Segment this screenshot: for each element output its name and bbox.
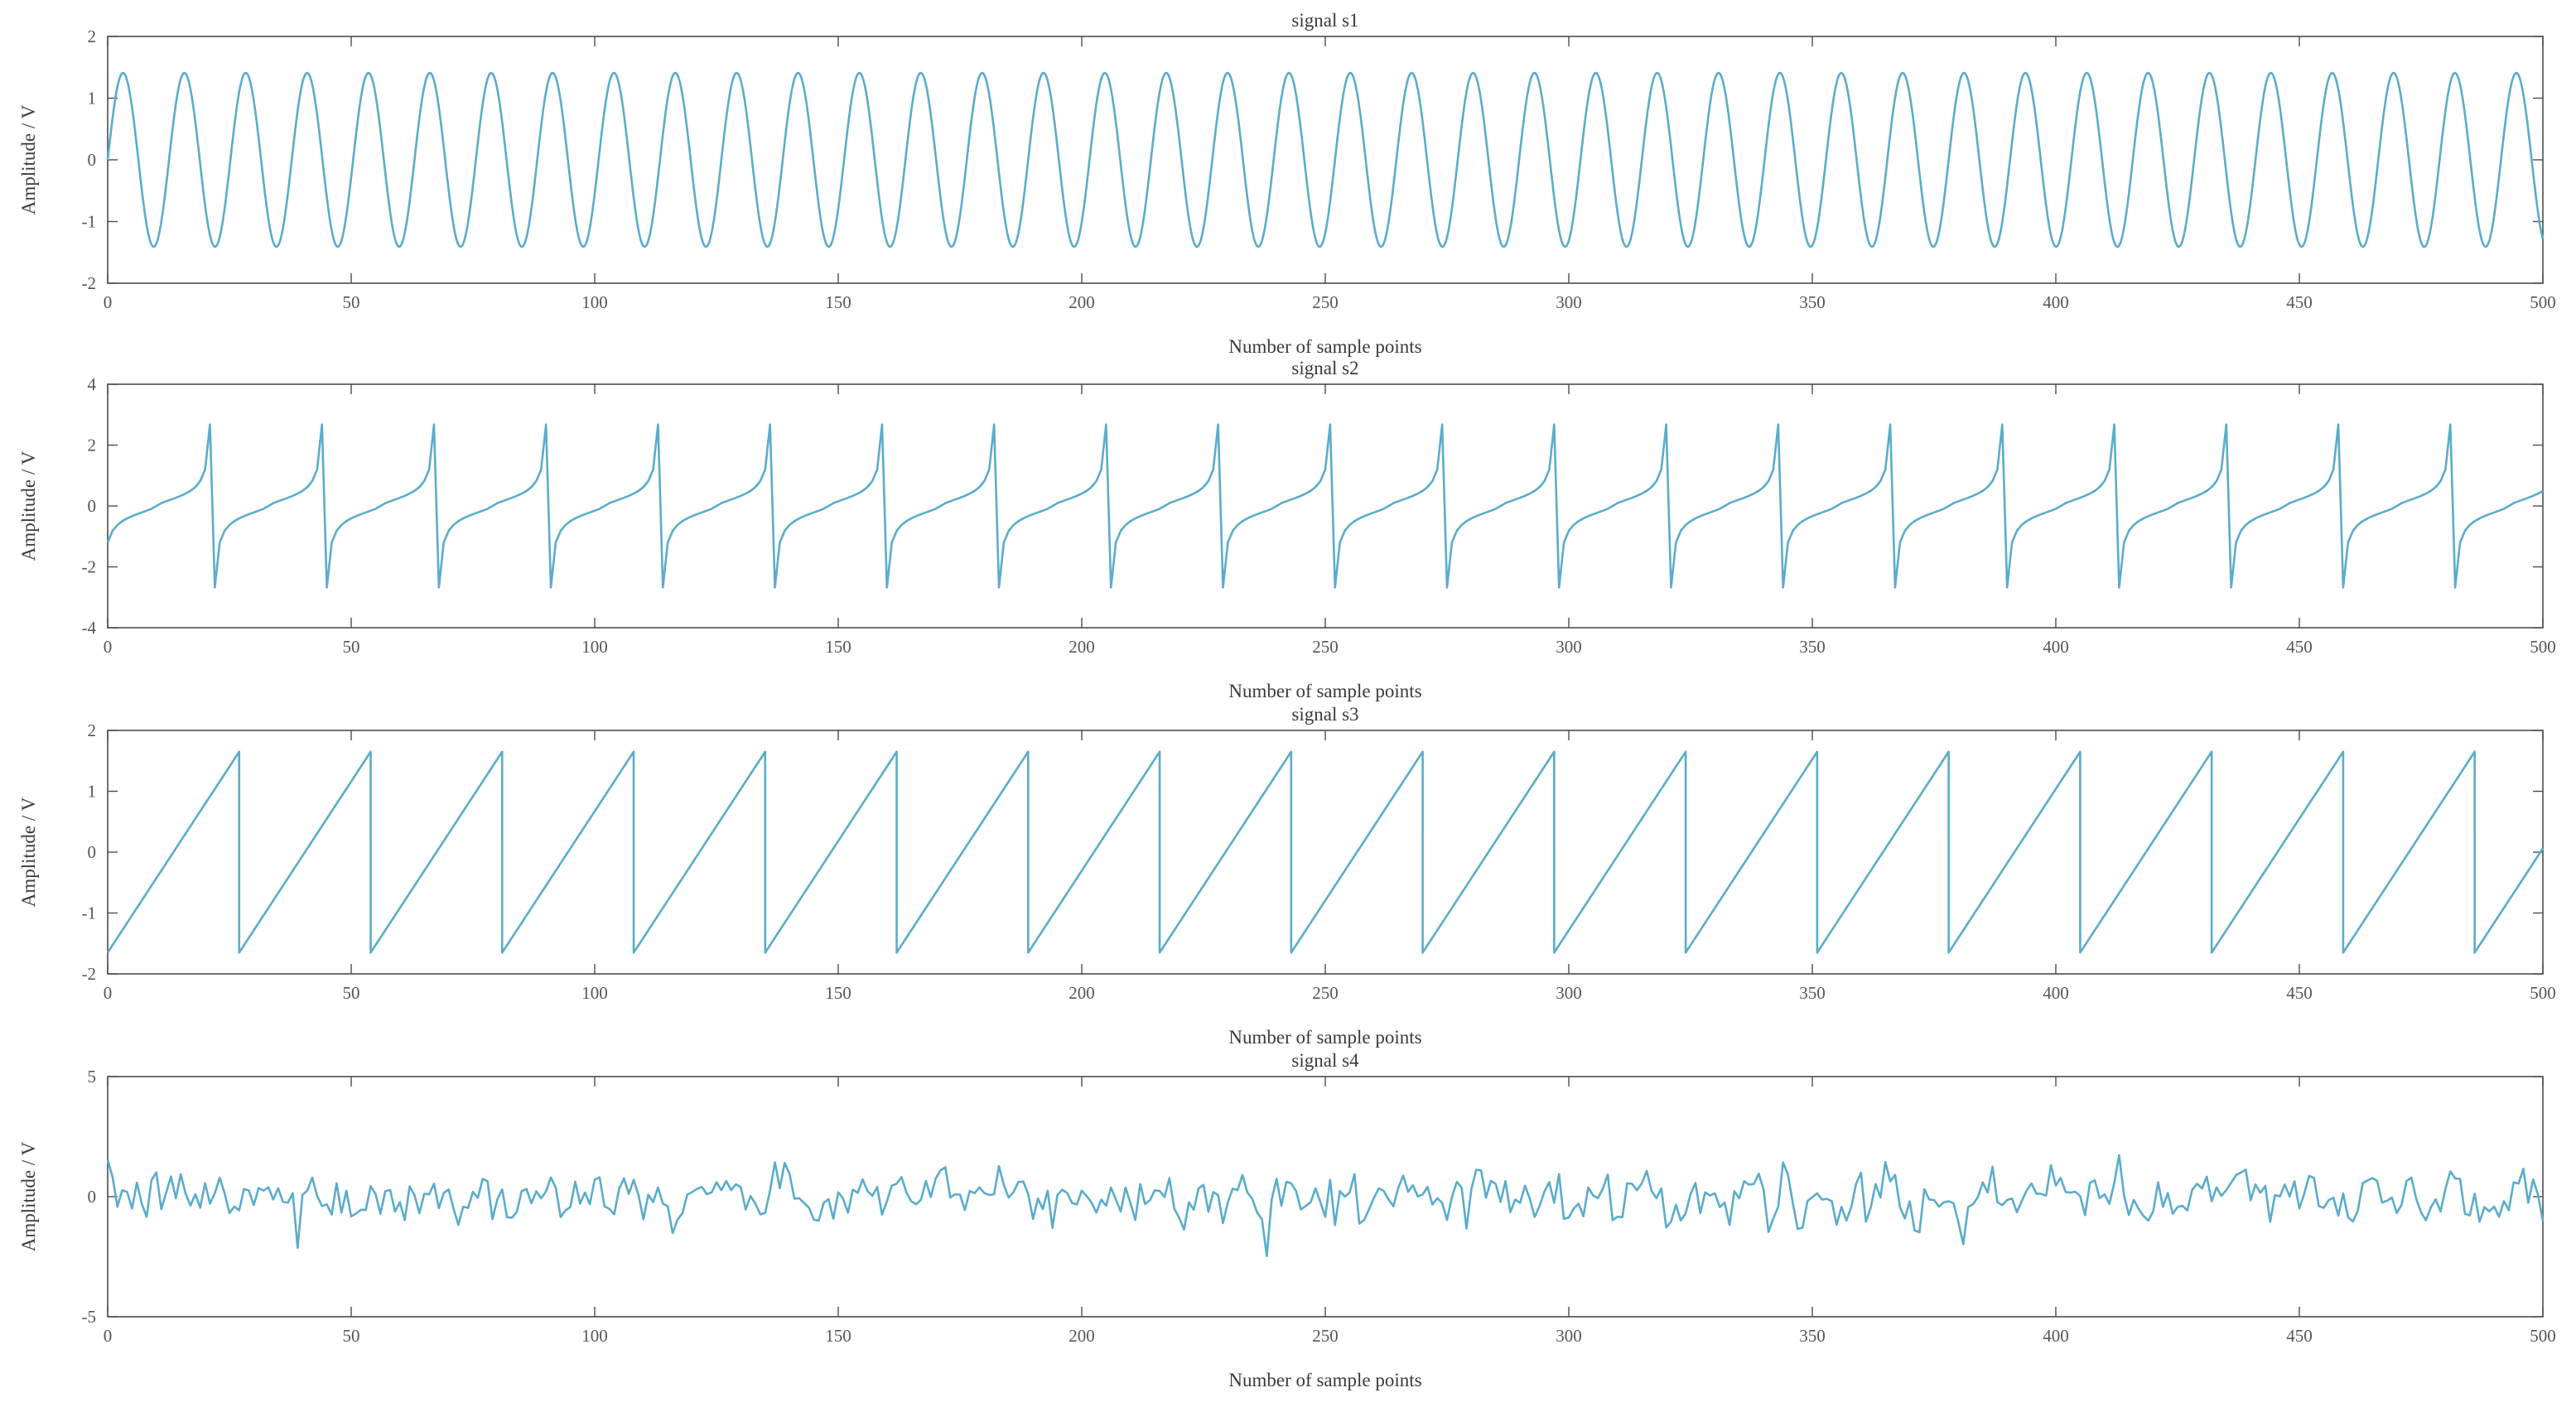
- x-tick-label: 300: [1556, 292, 1582, 312]
- axes-box: [107, 730, 2544, 975]
- y-tick-label: 4: [88, 374, 97, 394]
- chart-panel-2: 0 50 100 150 200 250 300 350 400 450 500 -4 -2 0 2 4 sig…: [18, 358, 2556, 701]
- y-tick-label: -2: [82, 964, 97, 984]
- x-tick-label: 350: [1799, 292, 1826, 312]
- y-tick-label: -1: [82, 212, 97, 232]
- x-tick-label: 150: [825, 1326, 851, 1346]
- y-tick-label: 0: [88, 150, 97, 170]
- x-tick-label: 100: [581, 983, 608, 1003]
- x-tick-label: 0: [104, 983, 113, 1003]
- x-tick-label: 450: [2286, 292, 2313, 312]
- x-tick-label: 200: [1069, 1326, 1095, 1346]
- x-tick-label: 500: [2530, 637, 2556, 657]
- x-tick-label: 350: [1799, 983, 1826, 1003]
- y-tick-label: -5: [82, 1307, 97, 1327]
- x-tick-label: 500: [2530, 292, 2556, 312]
- y-tick-label: 0: [88, 1187, 97, 1207]
- x-tick-label: 50: [343, 637, 360, 657]
- series-line: [106, 71, 2545, 248]
- x-tick-label: 250: [1312, 292, 1339, 312]
- x-tick-label: 200: [1069, 637, 1095, 657]
- y-tick-label: 2: [88, 720, 97, 740]
- y-tick-label: 5: [88, 1067, 97, 1087]
- x-tick-label: 150: [825, 637, 851, 657]
- x-tick-label: 300: [1556, 1326, 1582, 1346]
- x-axis-label: Number of sample points: [1228, 681, 1421, 701]
- chart-title: signal s4: [1291, 1050, 1359, 1071]
- y-tick-label: -2: [82, 273, 97, 293]
- x-tick-label: 500: [2530, 983, 2556, 1003]
- y-tick-label: 2: [88, 436, 97, 455]
- x-tick-label: 400: [2043, 637, 2069, 657]
- x-tick-label: 400: [2043, 1326, 2069, 1346]
- x-tick-label: 400: [2043, 983, 2069, 1003]
- x-axis-label: Number of sample points: [1228, 1027, 1421, 1048]
- y-axis-label: Amplitude / V: [18, 1141, 39, 1251]
- x-tick-label: 200: [1069, 983, 1095, 1003]
- y-tick-label: 2: [88, 27, 97, 46]
- y-tick-label: 0: [88, 496, 97, 516]
- x-tick-label: 0: [104, 1326, 113, 1346]
- x-tick-label: 150: [825, 292, 851, 312]
- y-tick-label: -2: [82, 557, 97, 577]
- y-tick-label: 1: [88, 89, 97, 108]
- x-tick-label: 0: [104, 637, 113, 657]
- axes-box: [107, 383, 2544, 629]
- series-line: [106, 750, 2545, 954]
- x-tick-label: 100: [581, 1326, 608, 1346]
- x-tick-label: 350: [1799, 1326, 1826, 1346]
- x-tick-label: 300: [1556, 637, 1582, 657]
- y-tick-label: -1: [82, 903, 97, 923]
- chart-title: signal s3: [1291, 704, 1358, 725]
- series-line: [106, 423, 2544, 589]
- x-axis-label: Number of sample points: [1228, 1370, 1421, 1390]
- axes-box: [107, 1076, 2544, 1318]
- x-axis-label: Number of sample points: [1228, 336, 1421, 357]
- x-tick-label: 450: [2286, 1326, 2313, 1346]
- x-tick-label: 50: [343, 292, 360, 312]
- y-tick-label: 0: [88, 842, 97, 862]
- chart-title: signal s1: [1291, 10, 1358, 31]
- x-tick-label: 250: [1312, 637, 1339, 657]
- x-tick-label: 250: [1312, 983, 1339, 1003]
- x-tick-label: 100: [581, 292, 608, 312]
- x-tick-label: 450: [2286, 983, 2313, 1003]
- y-tick-label: 1: [88, 782, 97, 802]
- y-axis-label: Amplitude / V: [18, 797, 39, 907]
- x-tick-label: 50: [343, 1326, 360, 1346]
- x-tick-label: 250: [1312, 1326, 1339, 1346]
- x-tick-label: 450: [2286, 637, 2313, 657]
- x-tick-label: 200: [1069, 292, 1095, 312]
- x-tick-label: 400: [2043, 292, 2069, 312]
- series-line: [106, 1154, 2545, 1257]
- y-axis-label: Amplitude / V: [18, 104, 39, 214]
- chart-panel-3: 0 50 100 150 200 250 300 350 400 450 500 -2 -1 0 1 2 sig…: [18, 704, 2556, 1048]
- x-tick-label: 500: [2530, 1326, 2556, 1346]
- x-tick-label: 350: [1799, 637, 1826, 657]
- chart-title: signal s2: [1291, 358, 1358, 378]
- x-tick-label: 50: [343, 983, 360, 1003]
- y-axis-label: Amplitude / V: [18, 451, 39, 561]
- chart-panel-1: 0 50 100 150 200 250 300 350 400 450 500 -2 -1 0 1 2 sig…: [18, 10, 2556, 357]
- chart-panel-4: 0 50 100 150 200 250 300 350 400 450 500 -5 0 5 signal…: [18, 1050, 2556, 1390]
- x-tick-label: 300: [1556, 983, 1582, 1003]
- x-tick-label: 100: [581, 637, 608, 657]
- x-tick-label: 0: [104, 292, 113, 312]
- x-tick-label: 150: [825, 983, 851, 1003]
- y-tick-label: -4: [82, 618, 97, 638]
